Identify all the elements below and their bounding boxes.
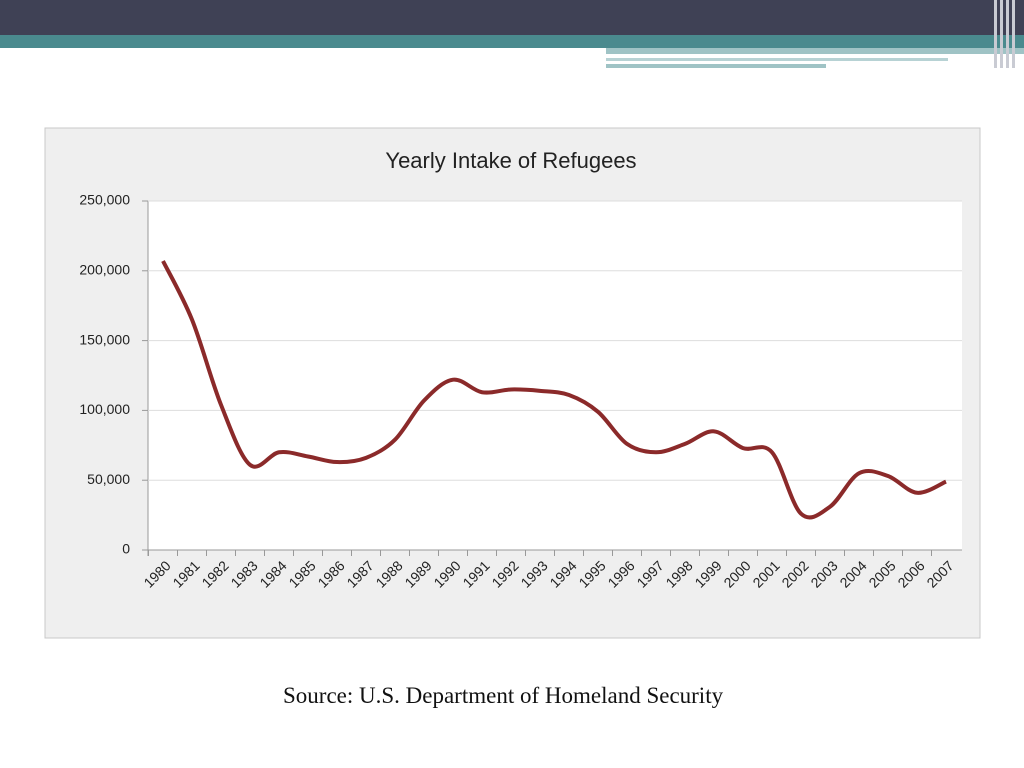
header-accent xyxy=(606,58,948,61)
y-tick-label: 200,000 xyxy=(79,262,130,278)
y-tick-label: 150,000 xyxy=(79,331,130,347)
source-note: Source: U.S. Department of Homeland Secu… xyxy=(283,683,724,708)
header-band xyxy=(0,35,1024,48)
chart-title: Yearly Intake of Refugees xyxy=(385,148,636,173)
data-line xyxy=(161,260,947,520)
header-accent xyxy=(606,64,826,68)
header-bar xyxy=(0,0,1024,35)
y-tick-label: 0 xyxy=(122,541,130,557)
y-tick-label: 250,000 xyxy=(79,192,130,208)
side-stripes xyxy=(994,0,1015,68)
header-accent xyxy=(606,48,1024,54)
plot-area xyxy=(148,201,962,550)
y-tick-label: 100,000 xyxy=(79,401,130,417)
y-tick-label: 50,000 xyxy=(87,471,130,487)
